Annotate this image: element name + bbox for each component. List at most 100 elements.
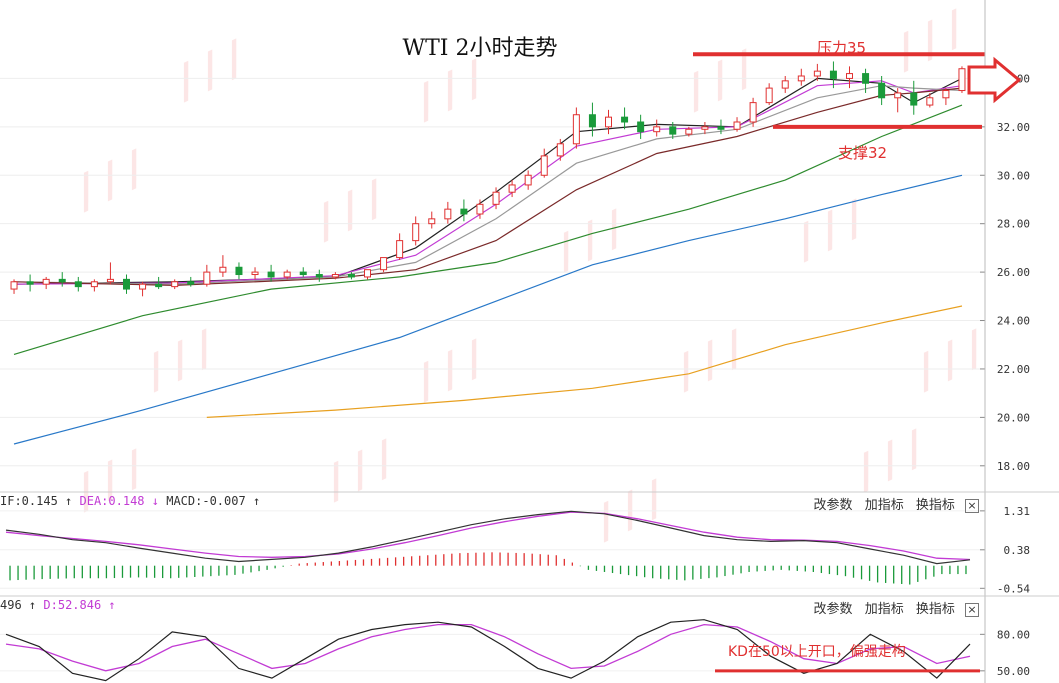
macd-tick-label: -0.54 — [997, 582, 1030, 595]
candle-body — [894, 92, 902, 99]
candle-body — [396, 240, 404, 259]
candle-body — [653, 126, 661, 133]
candle-body — [813, 70, 821, 77]
candle-body — [524, 174, 532, 186]
price-tick-label: 32.00 — [997, 121, 1030, 134]
macd-tick-label: 0.38 — [1004, 544, 1031, 557]
watermark-mark: /// — [63, 140, 157, 220]
macd-add-indicator-button[interactable]: 加指标 — [864, 498, 904, 513]
candle-body — [331, 274, 339, 278]
price-tick-label: 20.00 — [997, 411, 1030, 424]
macd-axis: 1.31 0.38 -0.54 — [980, 505, 1030, 595]
dea-arrow-icon: ↓ — [151, 494, 159, 508]
macd-tick-label: 1.31 — [1004, 505, 1031, 518]
kd-note-label: KD在50以上开口，偏强走构 — [728, 644, 906, 660]
candle-body — [476, 203, 484, 215]
candle-body — [171, 281, 179, 288]
macd-series — [0, 510, 980, 589]
candle-body — [58, 278, 66, 283]
moving-average-line — [13, 174, 963, 445]
candle-body — [797, 75, 805, 82]
macd-dea-line — [5, 511, 971, 561]
price-series — [10, 61, 966, 445]
candle-body — [492, 191, 500, 205]
candle-body — [733, 121, 741, 130]
price-tick-label: 26.00 — [997, 266, 1030, 279]
candle-body — [556, 143, 564, 157]
watermark-mark: /// — [133, 320, 227, 400]
macd-toolbar: 改参数 加指标 换指标 × — [806, 494, 979, 513]
candle-body — [605, 116, 612, 128]
chart-title: WTI 2小时走势 — [402, 36, 558, 61]
macd-dea-value: DEA:0.148 — [79, 494, 145, 508]
candle-body — [460, 208, 468, 215]
candle-body — [155, 283, 163, 288]
candle-body — [572, 114, 580, 145]
moving-average-line — [206, 305, 963, 418]
resistance-label: 压力35 — [817, 39, 867, 57]
watermark-mark: /// — [403, 330, 497, 410]
kd-close-icon[interactable]: × — [965, 602, 979, 617]
candle-body — [42, 278, 50, 285]
watermark-mark: /// — [403, 50, 497, 130]
candle-body — [862, 73, 870, 84]
candle-body — [958, 68, 966, 92]
watermark-mark: /// — [903, 320, 997, 400]
kd-toolbar: 改参数 加指标 换指标 × — [806, 598, 979, 617]
price-tick-label: 24.00 — [997, 315, 1030, 328]
macd-dif-line — [5, 510, 971, 565]
candle-body — [299, 271, 307, 276]
candle-body — [26, 281, 34, 285]
watermark-mark: /// — [883, 0, 977, 80]
macd-dif-value: IF:0.145 — [0, 494, 58, 508]
watermark-mark: /// — [163, 30, 257, 110]
kd-header: 496 ↑ D:52.846 ↑ — [0, 598, 116, 612]
kd-add-indicator-button[interactable]: 加指标 — [864, 602, 904, 617]
candle-body — [910, 92, 918, 106]
candle-body — [878, 82, 886, 99]
candle-body — [90, 281, 98, 288]
candle-body — [380, 257, 388, 271]
kd-params-button[interactable]: 改参数 — [813, 602, 853, 617]
moving-average-line — [13, 104, 963, 355]
macd-close-icon[interactable]: × — [965, 498, 979, 513]
d-arrow-icon: ↑ — [108, 598, 116, 612]
moving-average-line — [13, 80, 963, 285]
candle-body — [926, 97, 934, 106]
price-axis: 34.0032.0030.0028.0026.0024.0022.0020.00… — [980, 72, 1030, 473]
candle-body — [685, 128, 693, 135]
candle-body — [588, 114, 596, 128]
candle-body — [621, 116, 629, 123]
price-tick-label: 18.00 — [997, 460, 1030, 473]
watermark-mark: /// — [583, 470, 677, 550]
kd-k-value: 496 — [0, 598, 22, 612]
candle-body — [637, 121, 645, 133]
candle-body — [219, 266, 227, 273]
macd-params-button[interactable]: 改参数 — [813, 498, 853, 513]
candle-body — [139, 283, 147, 290]
candle-body — [203, 271, 211, 285]
candle-body — [781, 80, 789, 89]
candle-body — [106, 278, 114, 283]
candle-body — [74, 281, 82, 288]
kd-tick-label: 80.00 — [997, 628, 1030, 641]
candle-body — [315, 274, 323, 278]
candle-body — [364, 269, 371, 278]
candle-body — [942, 90, 950, 99]
macd-switch-indicator-button[interactable]: 换指标 — [915, 498, 955, 513]
moving-average-line — [13, 87, 963, 287]
candle-body — [669, 126, 677, 135]
macd-value: MACD:-0.007 — [166, 494, 246, 508]
price-grid — [0, 77, 980, 467]
watermark-mark: /// — [783, 190, 877, 270]
kd-d-line — [5, 623, 971, 672]
candle-body — [123, 278, 130, 290]
kd-d-value: D:52.846 — [43, 598, 102, 612]
candle-body — [428, 218, 436, 225]
candle-body — [508, 184, 516, 193]
candle-body — [829, 70, 837, 79]
candle-body — [701, 126, 709, 130]
candle-body — [444, 208, 452, 220]
kd-switch-indicator-button[interactable]: 换指标 — [915, 602, 955, 617]
